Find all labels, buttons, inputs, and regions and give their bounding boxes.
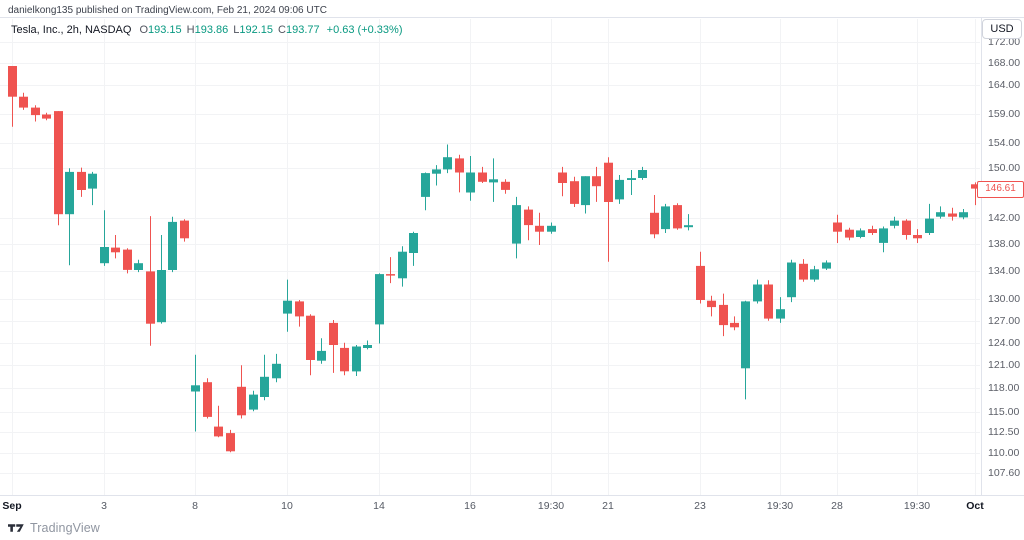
price-tick-label: 168.00 (988, 57, 1021, 70)
last-price-label: 146.61 (977, 181, 1024, 198)
time-tick-label: 10 (281, 500, 293, 512)
price-tick-label: 130.00 (988, 293, 1021, 306)
ohlc-open: O193.15 (139, 24, 181, 36)
attribution-bar: danielkong135 published on TradingView.c… (0, 0, 1024, 18)
high-value: 193.86 (194, 24, 229, 36)
price-tick-label: 121.00 (988, 359, 1021, 372)
currency-button[interactable]: USD (982, 19, 1022, 39)
price-tick-label: 134.00 (988, 265, 1021, 278)
high-label: H (186, 24, 195, 36)
change-value: +0.63 (+0.33%) (326, 24, 403, 36)
close-value: 193.77 (286, 24, 320, 36)
price-axis[interactable]: 172.00 168.00 164.00 159.00 154.00 150.00 142.… (981, 18, 1024, 516)
price-tick-label: 118.00 (988, 382, 1020, 395)
time-axis[interactable]: Sep 3 8 10 14 16 19:30 21 23 19:30 28 19:30 Oct (0, 495, 1024, 518)
open-value: 193.15 (148, 24, 182, 36)
chart-legend: Tesla, Inc., 2h, NASDAQ O193.15 H193.86 … (11, 24, 403, 36)
time-tick-label: 16 (464, 500, 476, 512)
time-tick-label: 8 (192, 500, 198, 512)
price-tick-label: 159.00 (988, 107, 1021, 120)
price-tick-label: 154.00 (988, 137, 1021, 150)
time-tick-label: 3 (101, 500, 107, 512)
price-tick-label: 124.00 (988, 336, 1021, 349)
price-tick-label: 112.50 (988, 426, 1020, 439)
ohlc-close: C193.77 (278, 24, 320, 36)
price-tick-label: 142.00 (988, 212, 1021, 224)
close-label: C (278, 24, 286, 36)
time-tick-label: 19:30 (903, 500, 931, 512)
price-tick-label: 164.00 (988, 79, 1021, 92)
time-tick-label: 21 (602, 500, 614, 512)
time-tick-label: 28 (831, 500, 843, 512)
price-tick-label: 138.00 (988, 238, 1021, 251)
low-label: L (233, 24, 240, 36)
price-tick-label: 107.60 (988, 467, 1021, 480)
price-tick-label: 115.00 (988, 406, 1020, 419)
open-label: O (139, 24, 148, 36)
low-value: 192.15 (239, 24, 274, 36)
price-tick-label: 127.00 (988, 314, 1021, 327)
attribution-text: danielkong135 published on TradingView.c… (8, 5, 327, 16)
time-tick-label: 23 (694, 500, 706, 512)
price-tick-label: 150.00 (988, 161, 1021, 174)
price-tick-label: 110.00 (988, 446, 1020, 459)
tradingview-brand-text: TradingView (30, 521, 100, 535)
time-tick-label: Oct (966, 500, 984, 512)
ohlc-low: L192.15 (233, 24, 273, 36)
symbol-title: Tesla, Inc., 2h, NASDAQ (11, 24, 132, 36)
tradingview-logo[interactable]: TradingView (8, 521, 100, 535)
tradingview-mark-icon (8, 524, 24, 532)
time-tick-label: Sep (2, 500, 22, 512)
time-tick-label: 19:30 (766, 500, 794, 512)
time-tick-label: 19:30 (537, 500, 565, 512)
time-tick-label: 14 (373, 500, 385, 512)
ohlc-high: H193.86 (187, 24, 229, 36)
